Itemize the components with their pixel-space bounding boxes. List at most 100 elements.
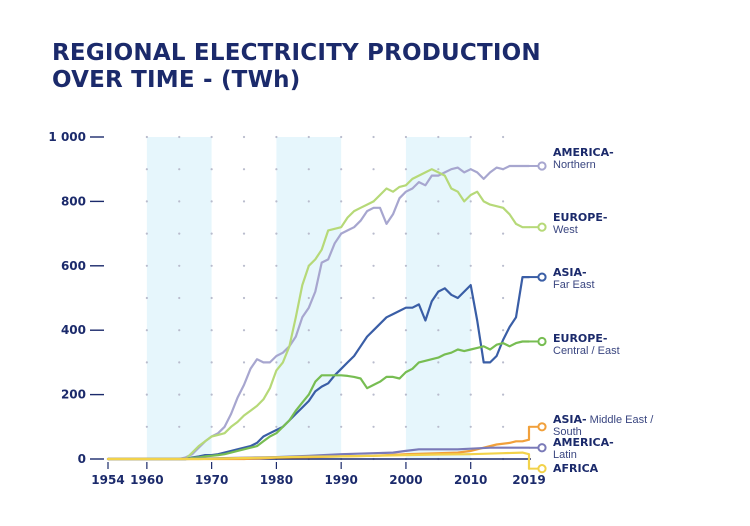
grid-dot — [178, 264, 181, 267]
series-label-europe_west: EUROPE-West — [553, 211, 607, 236]
grid-dot — [404, 135, 408, 139]
x-tick-label: 2019 — [512, 473, 545, 487]
grid-dot — [437, 200, 440, 203]
grid-dot — [437, 361, 440, 364]
grid-dot — [437, 264, 440, 267]
grid-dot — [275, 232, 278, 235]
grid-dot — [469, 264, 472, 267]
grid-dot — [501, 425, 505, 428]
grid-dot — [145, 135, 148, 139]
grid-dot — [145, 296, 148, 300]
series-end-marker-asia_middle_east — [537, 422, 547, 432]
grid-dot — [501, 361, 505, 364]
grid-dot — [372, 393, 375, 396]
grid-dot — [210, 425, 213, 428]
grid-dot — [210, 329, 213, 332]
grid-dot — [437, 393, 440, 396]
series-line-asia_far_east — [106, 276, 531, 461]
x-tick-label: 1954 — [91, 473, 124, 487]
series-label-asia_middle_east: ASIA- Middle East / South — [553, 413, 654, 438]
x-tick-label: 1980 — [260, 473, 293, 487]
grid-dot — [307, 168, 310, 171]
series-line-africa — [106, 451, 531, 470]
grid-dot — [307, 296, 310, 300]
grid-dot — [210, 296, 213, 300]
grid-dot — [242, 200, 246, 203]
grid-dot — [340, 329, 343, 332]
grid-dot — [404, 168, 408, 171]
x-tick-label: 1990 — [324, 473, 357, 487]
series-label-rest: West — [553, 224, 578, 236]
grid-dot — [340, 135, 343, 139]
grid-dot — [145, 329, 148, 332]
series-label-rest: South — [553, 426, 582, 438]
grid-dot — [275, 361, 278, 364]
grid-dot — [242, 232, 246, 235]
grid-dot — [437, 296, 440, 300]
grid-dot — [372, 168, 375, 171]
grid-dot — [275, 296, 278, 300]
x-tick-label: 2000 — [389, 473, 422, 487]
grid-dot — [501, 264, 505, 267]
grid-dot — [242, 264, 246, 267]
grid-dot — [178, 393, 181, 396]
series-label-europe_central_east: EUROPE-Central / East — [553, 332, 620, 357]
grid-dot — [178, 329, 181, 332]
grid-dot — [210, 264, 213, 267]
series-label-africa: AFRICA — [553, 462, 599, 475]
chart-title-line-2: OVER TIME - (TWh) — [52, 67, 301, 93]
grid-dot — [437, 135, 440, 139]
grid-dot — [178, 200, 181, 203]
series-label-rest: Northern — [553, 159, 596, 171]
grid-dot — [469, 361, 472, 364]
x-tick-label: 2010 — [454, 473, 487, 487]
grid-dot — [210, 393, 213, 396]
grid-dot — [404, 200, 408, 203]
series-label-rest: Middle East / — [587, 414, 655, 426]
series-label-bold: AFRICA — [553, 462, 599, 475]
grid-dot — [145, 393, 148, 396]
grid-dot — [210, 361, 213, 364]
grid-dot — [501, 329, 505, 332]
series-label-bold: ASIA- — [553, 266, 587, 279]
grid-dot — [275, 168, 278, 171]
y-tick-label: 600 — [61, 259, 86, 273]
series-label-rest: Latin — [553, 449, 577, 461]
grid-dot — [145, 425, 148, 428]
grid-dot — [372, 361, 375, 364]
grid-dot — [372, 135, 375, 139]
grid-dot — [178, 425, 181, 428]
grid-dot — [178, 232, 181, 235]
chart-title: REGIONAL ELECTRICITY PRODUCTION OVER TIM… — [52, 40, 541, 94]
y-tick-label: 400 — [61, 323, 86, 337]
grid-dot — [275, 425, 278, 428]
series-label-rest: Far East — [553, 279, 595, 291]
grid-dot — [178, 168, 181, 171]
grid-dot — [307, 425, 310, 428]
grid-dot — [178, 296, 181, 300]
grid-dot — [145, 264, 148, 267]
grid-dot — [145, 361, 148, 364]
grid-dot — [501, 135, 505, 139]
grid-dot — [404, 232, 408, 235]
series-label-bold: EUROPE- — [553, 332, 607, 345]
y-tick-label: 1 000 — [48, 130, 86, 144]
grid-dot — [210, 168, 213, 171]
y-tick-label: 200 — [61, 388, 86, 402]
series-label-bold: AMERICA- — [553, 146, 614, 159]
grid-dot — [340, 393, 343, 396]
grid-dot — [469, 393, 472, 396]
grid-dot — [178, 361, 181, 364]
chart-title-line-1: REGIONAL ELECTRICITY PRODUCTION — [52, 40, 541, 66]
series-end-marker-europe_central_east — [537, 336, 547, 347]
grid-dot — [501, 393, 505, 396]
grid-dot — [210, 232, 213, 235]
grid-dot — [372, 296, 375, 300]
series-label-america_latin: AMERICA-Latin — [553, 436, 614, 461]
grid-dot — [404, 361, 408, 364]
grid-dot — [372, 264, 375, 267]
grid-dot — [307, 232, 310, 235]
series-label-america_north: AMERICA-Northern — [553, 146, 614, 171]
grid-dot — [340, 200, 343, 203]
